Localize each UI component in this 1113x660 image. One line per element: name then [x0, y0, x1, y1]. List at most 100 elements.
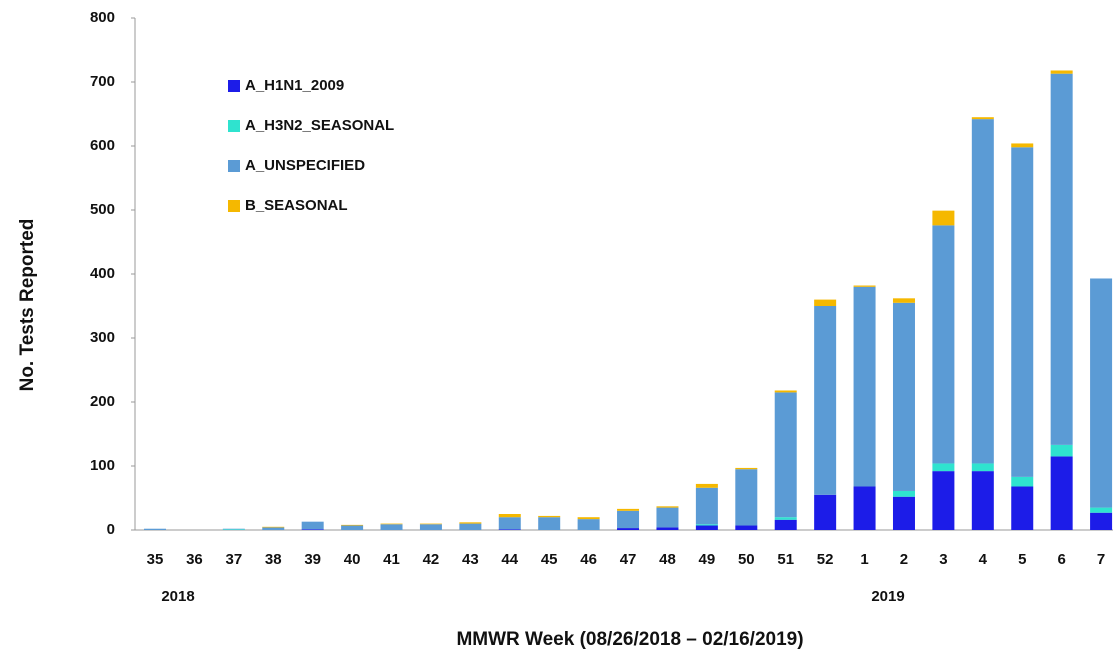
x-tick-label: 43 — [462, 551, 479, 568]
y-tick-label: 500 — [90, 201, 115, 218]
x-tick-label: 4 — [979, 551, 988, 568]
x-tick-label: 51 — [777, 551, 794, 568]
bar-segment — [814, 494, 837, 530]
bar-segment — [971, 119, 994, 464]
bar-segment — [932, 210, 955, 226]
bar-segment — [735, 467, 758, 470]
bar-segment — [1090, 507, 1113, 513]
bar-segment — [617, 528, 640, 530]
legend-label: A_H1N1_2009 — [245, 77, 344, 94]
x-tick-label: 50 — [738, 551, 755, 568]
bar-segment — [341, 525, 364, 530]
bar-segment — [301, 521, 324, 530]
bar-segment — [222, 528, 245, 530]
bar-segment — [1011, 486, 1034, 530]
bar-segment — [971, 463, 994, 472]
bar-segment — [932, 471, 955, 530]
legend-label: B_SEASONAL — [245, 197, 348, 214]
x-tick-label: 36 — [186, 551, 203, 568]
x-tick-label: 7 — [1097, 551, 1105, 568]
bar-segment — [853, 486, 876, 530]
bar-segment — [1090, 278, 1113, 508]
x-tick-label: 38 — [265, 551, 282, 568]
legend-label: A_UNSPECIFIED — [245, 157, 365, 174]
bar-segment — [538, 515, 561, 518]
legend-swatch — [228, 160, 240, 172]
bar-segment — [892, 298, 915, 303]
legend-swatch — [228, 80, 240, 92]
legend-swatch — [228, 200, 240, 212]
year-label: 2018 — [161, 588, 194, 605]
bar-segment — [656, 506, 679, 508]
bar-segment — [774, 519, 797, 530]
bar-segment — [1011, 147, 1034, 477]
y-tick-label: 700 — [90, 73, 115, 90]
bar-segment — [380, 523, 403, 525]
bar-segment — [301, 529, 324, 530]
bar-segment — [814, 306, 837, 495]
x-tick-label: 52 — [817, 551, 834, 568]
y-tick-label: 800 — [90, 9, 115, 26]
x-tick-label: 46 — [580, 551, 597, 568]
bar-segment — [419, 523, 442, 525]
bar-segment — [144, 528, 166, 530]
x-tick-label: 41 — [383, 551, 400, 568]
bar-segment — [341, 524, 364, 526]
bar-segment — [656, 527, 679, 530]
year-label: 2019 — [871, 588, 904, 605]
bar-segment — [498, 529, 521, 530]
bar-segment — [459, 522, 482, 524]
bar-segment — [695, 483, 718, 488]
bar-segment — [1050, 73, 1073, 445]
legend-label: A_H3N2_SEASONAL — [245, 117, 394, 134]
bar-segment — [1011, 143, 1034, 148]
bar-segment — [1050, 444, 1073, 457]
bar-segment — [892, 302, 915, 491]
bar-segment — [774, 517, 797, 520]
x-axis-title: MMWR Week (08/26/2018 – 02/16/2019) — [456, 629, 803, 650]
bar-segment — [380, 524, 403, 530]
x-tick-label: 47 — [620, 551, 637, 568]
x-tick-label: 39 — [304, 551, 321, 568]
bar-segment — [735, 525, 758, 530]
y-tick-label: 300 — [90, 329, 115, 346]
x-tick-label: 40 — [344, 551, 361, 568]
bar-segment — [419, 524, 442, 530]
y-tick-label: 100 — [90, 457, 115, 474]
x-tick-label: 49 — [699, 551, 716, 568]
bar-segment — [695, 524, 718, 526]
y-tick-label: 400 — [90, 265, 115, 282]
x-tick-label: 2 — [900, 551, 908, 568]
bar-segment — [577, 517, 600, 520]
bar-segment — [971, 471, 994, 530]
bar-segment — [459, 523, 482, 530]
bar-segment — [774, 390, 797, 393]
bar-segment — [853, 286, 876, 487]
x-tick-label: 1 — [860, 551, 868, 568]
bar-segment — [617, 510, 640, 529]
bar-segment — [617, 508, 640, 511]
x-tick-label: 48 — [659, 551, 676, 568]
bar-segment — [262, 527, 285, 530]
bar-segment — [1050, 70, 1073, 74]
bar-segment — [971, 117, 994, 120]
bar-segment — [695, 487, 718, 525]
bar-segment — [853, 285, 876, 287]
bar-segment — [735, 469, 758, 526]
x-tick-label: 6 — [1057, 551, 1065, 568]
y-tick-label: 600 — [90, 137, 115, 154]
bar-segment — [814, 299, 837, 306]
bar-segment — [498, 514, 521, 518]
y-tick-label: 0 — [107, 521, 115, 538]
bar-segment — [577, 519, 600, 530]
bar-segment — [774, 392, 797, 518]
y-axis-title: No. Tests Reported — [17, 219, 38, 392]
bar-segment — [892, 490, 915, 497]
bar-segment — [932, 225, 955, 464]
bar-segment — [892, 496, 915, 530]
y-tick-label: 200 — [90, 393, 115, 410]
bar-segment — [695, 525, 718, 530]
bar-segment — [538, 517, 561, 530]
x-tick-label: 42 — [423, 551, 440, 568]
bar-segment — [1090, 512, 1113, 530]
